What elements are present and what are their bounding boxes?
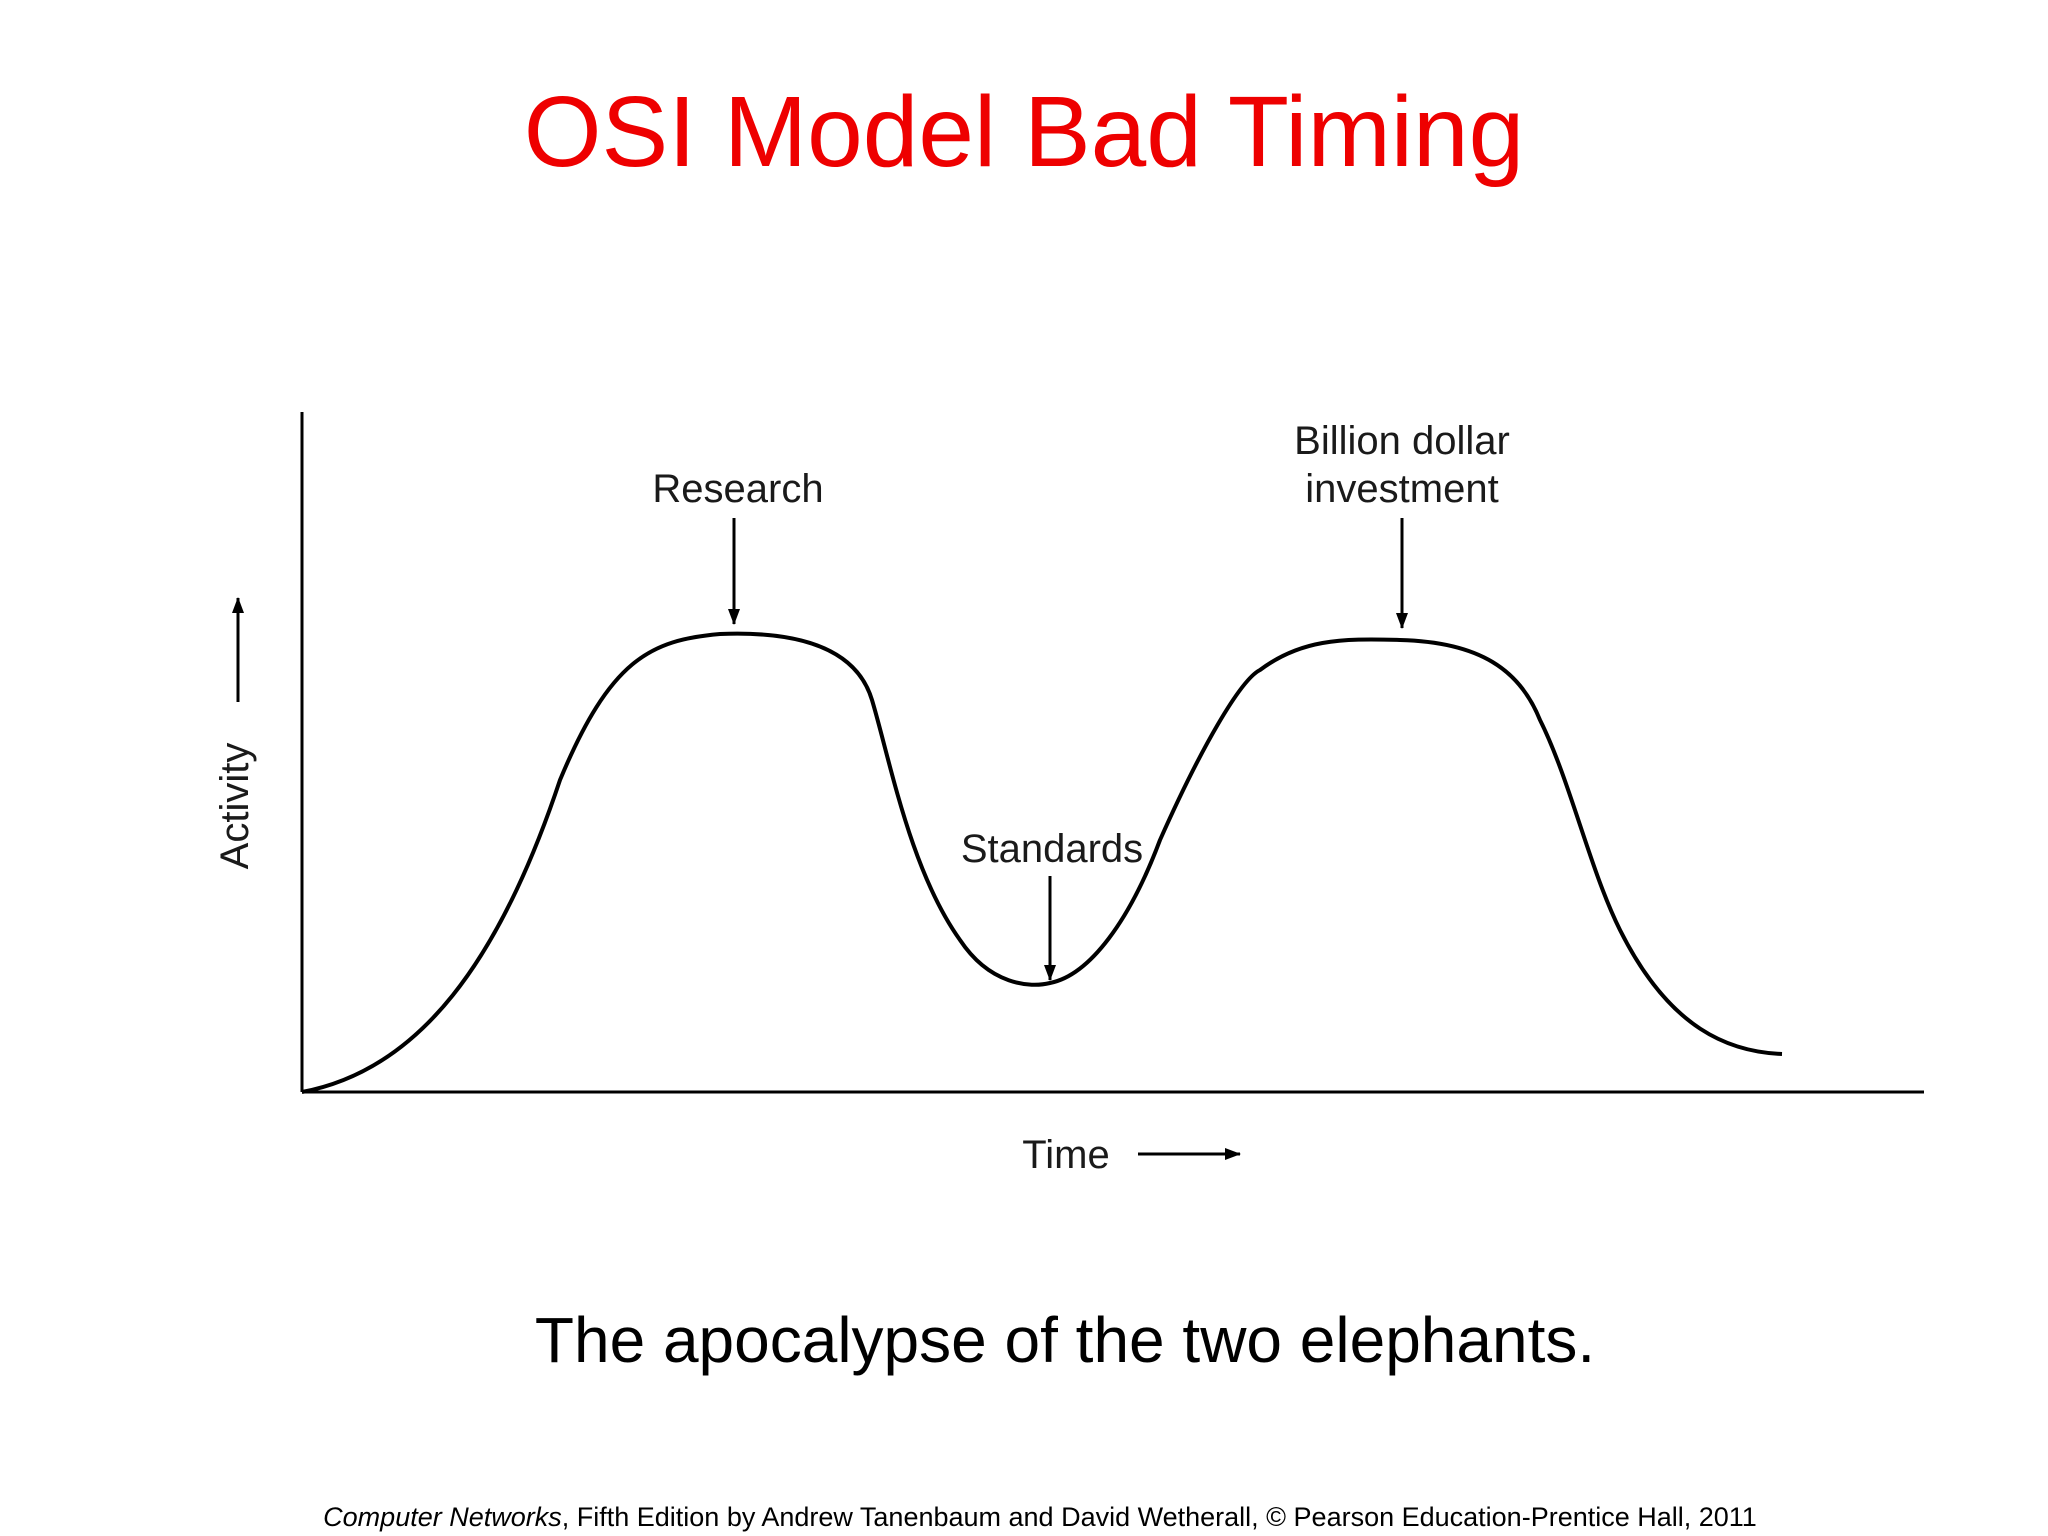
research-label: Research <box>652 467 823 511</box>
credit-book-title: Computer Networks <box>323 1502 562 1532</box>
slide-credit: Computer Networks, Fifth Edition by Andr… <box>0 1500 2048 1534</box>
standards-label: Standards <box>961 827 1143 871</box>
credit-rest: , Fifth Edition by Andrew Tanenbaum and … <box>561 1502 1757 1532</box>
slide-caption: The apocalypse of the two elephants. <box>534 1304 1596 1376</box>
x-axis-label: Time <box>1022 1133 1109 1177</box>
investment-label-line2: investment <box>1305 467 1498 511</box>
y-axis-label: Activity <box>213 743 257 870</box>
slide-title: OSI Model Bad Timing <box>523 76 1525 188</box>
activity-curve <box>301 631 1783 1094</box>
investment-label-line1: Billion dollar <box>1294 419 1510 463</box>
